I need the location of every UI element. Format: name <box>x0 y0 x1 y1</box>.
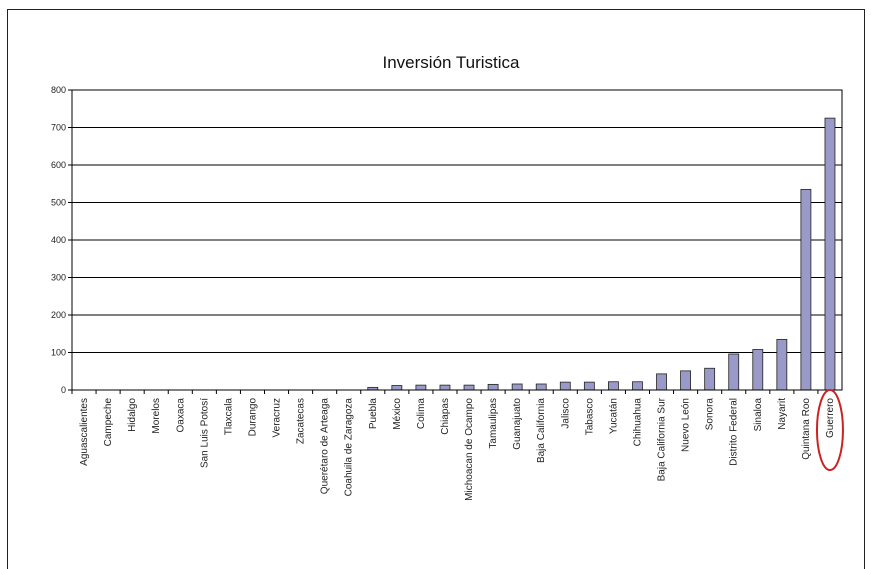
y-tick-label: 600 <box>51 160 66 170</box>
x-tick-label: Oaxaca <box>175 398 186 433</box>
x-tick-label: Sonora <box>705 398 716 431</box>
bar <box>391 385 403 391</box>
bar <box>776 338 788 391</box>
y-tick-label: 500 <box>51 198 66 208</box>
bar <box>415 384 427 391</box>
bar <box>632 381 643 391</box>
x-tick-label: Tlaxcala <box>223 398 234 436</box>
x-tick-label: Nayarit <box>777 398 788 430</box>
y-tick-label: 400 <box>51 235 66 245</box>
x-tick-label: Coahuila de Zaragoza <box>344 398 355 497</box>
x-tick-label: Quintana Roo <box>801 398 812 460</box>
x-tick-label: Hidalgo <box>127 398 138 432</box>
bar <box>535 383 547 391</box>
y-tick-label: 200 <box>51 310 66 320</box>
x-tick-label: Tabasco <box>584 398 595 436</box>
x-tick-label: Durango <box>247 398 258 437</box>
x-tick-label: Jalisco <box>560 398 571 429</box>
y-tick-label: 800 <box>51 85 66 95</box>
chart-frame <box>7 9 865 569</box>
bar <box>608 381 619 391</box>
bar <box>800 188 812 391</box>
x-tick-label: Chihuahua <box>632 398 643 447</box>
x-tick-label: Yucatán <box>608 398 619 434</box>
bar <box>583 381 595 391</box>
x-tick-label: Nuevo León <box>681 398 692 452</box>
x-tick-label: Chiapas <box>440 398 451 435</box>
x-tick-label: Guanajuato <box>512 398 523 450</box>
x-tick-label: Colima <box>416 398 427 430</box>
x-tick-label: Michoacan de Ocampo <box>464 398 475 501</box>
bar <box>752 349 764 391</box>
plot-area <box>71 89 843 391</box>
y-tick-label: 700 <box>51 123 66 133</box>
x-tick-label: Baja California Sur <box>657 397 668 481</box>
bar <box>511 383 523 391</box>
x-tick-label: Aguascalientes <box>79 398 90 466</box>
y-tick-label: 0 <box>61 385 66 395</box>
x-tick-label: México <box>392 398 403 430</box>
bar <box>704 367 716 391</box>
bar <box>439 384 451 391</box>
bar <box>680 370 691 391</box>
x-tick-label: Sinaloa <box>753 398 764 432</box>
bar <box>487 383 499 391</box>
x-tick-label: Puebla <box>368 398 379 430</box>
bar <box>656 373 667 391</box>
bar <box>463 384 475 391</box>
highlight-ellipse <box>815 389 844 471</box>
x-tick-label: Veracruz <box>272 398 283 437</box>
x-tick-label: Morelos <box>151 398 162 434</box>
x-tick-label: Distrito Federal <box>729 398 740 466</box>
bar <box>728 353 740 391</box>
bar <box>824 117 836 391</box>
x-tick-label: Guerrero <box>825 398 836 438</box>
y-tick-label: 100 <box>51 348 66 358</box>
x-tick-label: Campeche <box>103 398 114 447</box>
x-tick-label: Tamaulipas <box>488 398 499 449</box>
x-tick-label: San Luis Potosí <box>199 398 210 468</box>
x-tick-label: Zacatecas <box>296 398 307 444</box>
chart-title: Inversión Turistica <box>383 53 521 72</box>
bar <box>559 381 571 391</box>
y-tick-label: 300 <box>51 273 66 283</box>
x-tick-label: Querétaro de Arteaga <box>320 398 331 495</box>
x-tick-label: Baja California <box>536 398 547 463</box>
